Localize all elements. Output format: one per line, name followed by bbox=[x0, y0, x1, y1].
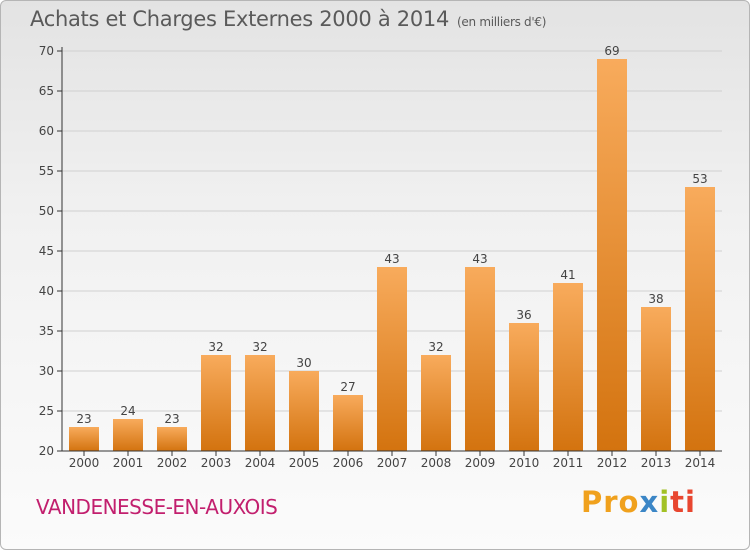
data-label: 36 bbox=[516, 308, 531, 322]
x-tick-label: 2009 bbox=[465, 456, 496, 470]
y-tick-label: 45 bbox=[39, 244, 54, 258]
data-label: 23 bbox=[164, 412, 179, 426]
bar-2014 bbox=[685, 187, 715, 451]
x-tick-label: 2007 bbox=[377, 456, 408, 470]
data-label: 27 bbox=[340, 380, 355, 394]
bar-2013 bbox=[641, 307, 671, 451]
data-label: 43 bbox=[384, 252, 399, 266]
x-tick-label: 2002 bbox=[157, 456, 188, 470]
y-tick-label: 40 bbox=[39, 284, 54, 298]
bar-2008 bbox=[421, 355, 451, 451]
x-tick-label: 2006 bbox=[333, 456, 364, 470]
bar-2002 bbox=[157, 427, 187, 451]
brand-part-3: i bbox=[659, 485, 671, 519]
brand-part-1: Pro bbox=[581, 485, 640, 519]
bars: 23 24 23 32 32 30 27 43 32 43 36 41 69 38 53 bbox=[69, 44, 715, 451]
x-tick-label: 2000 bbox=[69, 456, 100, 470]
data-label: 53 bbox=[692, 172, 707, 186]
y-tick-label: 50 bbox=[39, 204, 54, 218]
brand-part-2: x bbox=[639, 485, 660, 519]
data-label: 32 bbox=[252, 340, 267, 354]
x-tick-label: 2014 bbox=[685, 456, 716, 470]
x-tick-label: 2001 bbox=[113, 456, 144, 470]
brand-logo: Proxiti bbox=[581, 485, 696, 519]
x-tick-label: 2005 bbox=[289, 456, 320, 470]
commune-name: VANDENESSE-EN-AUXOIS bbox=[36, 495, 278, 519]
data-label: 69 bbox=[604, 44, 619, 58]
chart-title-text: Achats et Charges Externes 2000 à 2014 bbox=[30, 7, 450, 31]
y-tick-label: 55 bbox=[39, 164, 54, 178]
x-tick-label: 2013 bbox=[641, 456, 672, 470]
y-tick-label: 70 bbox=[39, 44, 54, 58]
x-tick-label: 2010 bbox=[509, 456, 540, 470]
x-tick-label: 2008 bbox=[421, 456, 452, 470]
axes: 20 25 30 35 40 45 50 55 60 65 70 2000 2001 2002 2003 20… bbox=[39, 44, 722, 470]
y-tick-label: 35 bbox=[39, 324, 54, 338]
data-label: 32 bbox=[208, 340, 223, 354]
bar-2003 bbox=[201, 355, 231, 451]
data-label: 23 bbox=[76, 412, 91, 426]
bar-2011 bbox=[553, 283, 583, 451]
bar-2010 bbox=[509, 323, 539, 451]
data-label: 32 bbox=[428, 340, 443, 354]
bar-2004 bbox=[245, 355, 275, 451]
chart-subtitle: (en milliers d'€) bbox=[457, 15, 547, 29]
bar-2005 bbox=[289, 371, 319, 451]
brand-part-4: ti bbox=[670, 485, 696, 519]
x-tick-label: 2012 bbox=[597, 456, 628, 470]
x-tick-label: 2004 bbox=[245, 456, 276, 470]
y-tick-label: 30 bbox=[39, 364, 54, 378]
x-tick-label: 2011 bbox=[553, 456, 584, 470]
bar-2012 bbox=[597, 59, 627, 451]
y-tick-label: 65 bbox=[39, 84, 54, 98]
bar-2009 bbox=[465, 267, 495, 451]
y-tick-label: 25 bbox=[39, 404, 54, 418]
data-label: 38 bbox=[648, 292, 663, 306]
data-label: 43 bbox=[472, 252, 487, 266]
chart-title: Achats et Charges Externes 2000 à 2014 (e… bbox=[30, 7, 546, 31]
bar-2006 bbox=[333, 395, 363, 451]
data-label: 30 bbox=[296, 356, 311, 370]
bar-2001 bbox=[113, 419, 143, 451]
bar-2007 bbox=[377, 267, 407, 451]
x-tick-label: 2003 bbox=[201, 456, 232, 470]
data-label: 24 bbox=[120, 404, 135, 418]
y-tick-label: 60 bbox=[39, 124, 54, 138]
data-label: 41 bbox=[560, 268, 575, 282]
bar-2000 bbox=[69, 427, 99, 451]
y-tick-label: 20 bbox=[39, 444, 54, 458]
